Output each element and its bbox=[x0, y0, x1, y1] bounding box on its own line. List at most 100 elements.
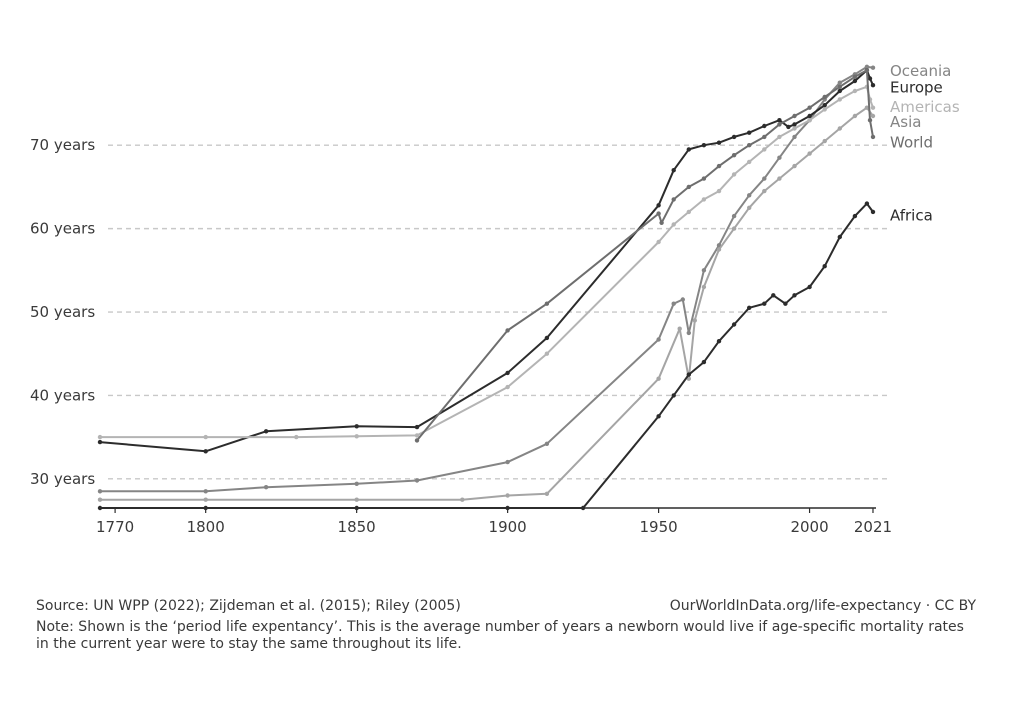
point-americas bbox=[762, 147, 767, 152]
point-europe bbox=[822, 103, 827, 108]
point-europe bbox=[777, 118, 782, 123]
point-africa bbox=[731, 322, 737, 327]
point-asia bbox=[731, 226, 737, 231]
point-europe bbox=[671, 168, 676, 173]
point-europe bbox=[867, 76, 873, 81]
point-asia bbox=[677, 326, 682, 331]
point-africa bbox=[686, 372, 691, 377]
point-africa bbox=[203, 505, 208, 511]
series-asia bbox=[97, 105, 876, 502]
point-africa bbox=[747, 305, 752, 310]
point-world bbox=[686, 184, 691, 190]
point-europe bbox=[414, 424, 420, 430]
point-americas bbox=[837, 97, 842, 102]
point-americas bbox=[701, 197, 707, 202]
x-tick-label: 1770 bbox=[96, 518, 134, 536]
point-oceania bbox=[544, 441, 550, 446]
x-tick-label: 1900 bbox=[489, 518, 527, 536]
point-asia bbox=[837, 126, 842, 131]
point-world bbox=[505, 328, 510, 333]
point-world bbox=[777, 122, 782, 127]
point-world bbox=[671, 197, 676, 202]
x-tick-label: 1950 bbox=[640, 518, 678, 536]
series-label-americas: Americas bbox=[890, 98, 960, 116]
point-europe bbox=[354, 424, 359, 429]
point-europe bbox=[203, 449, 208, 454]
point-asia bbox=[777, 176, 782, 181]
series-lines bbox=[97, 64, 876, 511]
point-europe bbox=[656, 203, 661, 208]
x-axis: 1770 1800 1850 1900 1950 2000 2021 bbox=[96, 507, 892, 536]
point-oceania bbox=[680, 297, 685, 302]
point-world bbox=[659, 220, 664, 225]
point-oceania bbox=[686, 330, 691, 336]
point-africa bbox=[656, 414, 661, 419]
point-europe bbox=[747, 130, 752, 135]
point-americas bbox=[870, 105, 876, 110]
point-asia bbox=[822, 138, 827, 144]
point-africa bbox=[671, 393, 676, 398]
point-europe bbox=[686, 147, 691, 152]
x-tick-label: 2000 bbox=[790, 518, 828, 536]
point-americas bbox=[686, 209, 691, 215]
point-europe bbox=[792, 122, 797, 127]
point-world bbox=[762, 134, 767, 140]
point-oceania bbox=[263, 485, 269, 490]
point-europe bbox=[786, 124, 791, 130]
source-url[interactable]: OurWorldInData.org/life-expectancy · CC … bbox=[669, 598, 976, 614]
point-oceania bbox=[762, 176, 767, 181]
point-europe bbox=[716, 140, 722, 145]
point-africa bbox=[870, 209, 876, 215]
point-asia bbox=[692, 318, 697, 323]
x-tick-label: 1850 bbox=[338, 518, 376, 536]
point-africa bbox=[354, 505, 359, 511]
point-europe bbox=[837, 88, 842, 94]
point-americas bbox=[414, 433, 420, 438]
y-tick-label: 70 years bbox=[30, 136, 95, 154]
x-tick-label: 1800 bbox=[187, 518, 225, 536]
point-world bbox=[747, 143, 752, 148]
y-tick-label: 30 years bbox=[30, 470, 95, 488]
point-world bbox=[870, 134, 876, 140]
point-europe bbox=[731, 134, 737, 140]
point-world bbox=[822, 94, 827, 100]
line-americas bbox=[100, 85, 874, 439]
point-americas bbox=[852, 88, 858, 94]
point-oceania bbox=[731, 213, 737, 219]
point-world bbox=[852, 74, 858, 80]
point-americas bbox=[203, 434, 208, 440]
point-world bbox=[731, 153, 737, 158]
y-tick-label: 40 years bbox=[30, 386, 95, 404]
point-world bbox=[414, 438, 420, 443]
point-americas bbox=[716, 188, 722, 194]
series-oceania bbox=[97, 64, 876, 494]
point-asia bbox=[864, 105, 870, 110]
point-americas bbox=[777, 134, 782, 140]
point-world bbox=[792, 113, 797, 119]
point-asia bbox=[97, 497, 103, 502]
point-europe bbox=[807, 113, 812, 119]
series-label-africa: Africa bbox=[890, 206, 933, 224]
point-europe bbox=[852, 78, 858, 84]
point-oceania bbox=[505, 459, 510, 465]
x-tick-label: 2021 bbox=[854, 518, 892, 536]
point-americas bbox=[544, 351, 550, 356]
point-americas bbox=[792, 126, 797, 131]
line-europe bbox=[99, 69, 874, 453]
point-world bbox=[867, 118, 873, 123]
point-asia bbox=[870, 113, 876, 119]
point-europe bbox=[97, 439, 103, 445]
point-asia bbox=[354, 497, 359, 502]
y-tick-label: 60 years bbox=[30, 220, 95, 238]
point-americas bbox=[807, 118, 812, 123]
point-europe bbox=[870, 83, 876, 88]
point-africa bbox=[792, 293, 797, 298]
point-oceania bbox=[777, 155, 782, 160]
point-oceania bbox=[837, 80, 842, 85]
point-asia bbox=[852, 113, 858, 119]
point-africa bbox=[762, 301, 767, 306]
point-americas bbox=[97, 434, 103, 440]
point-oceania bbox=[354, 481, 359, 486]
line-asia bbox=[100, 106, 874, 501]
